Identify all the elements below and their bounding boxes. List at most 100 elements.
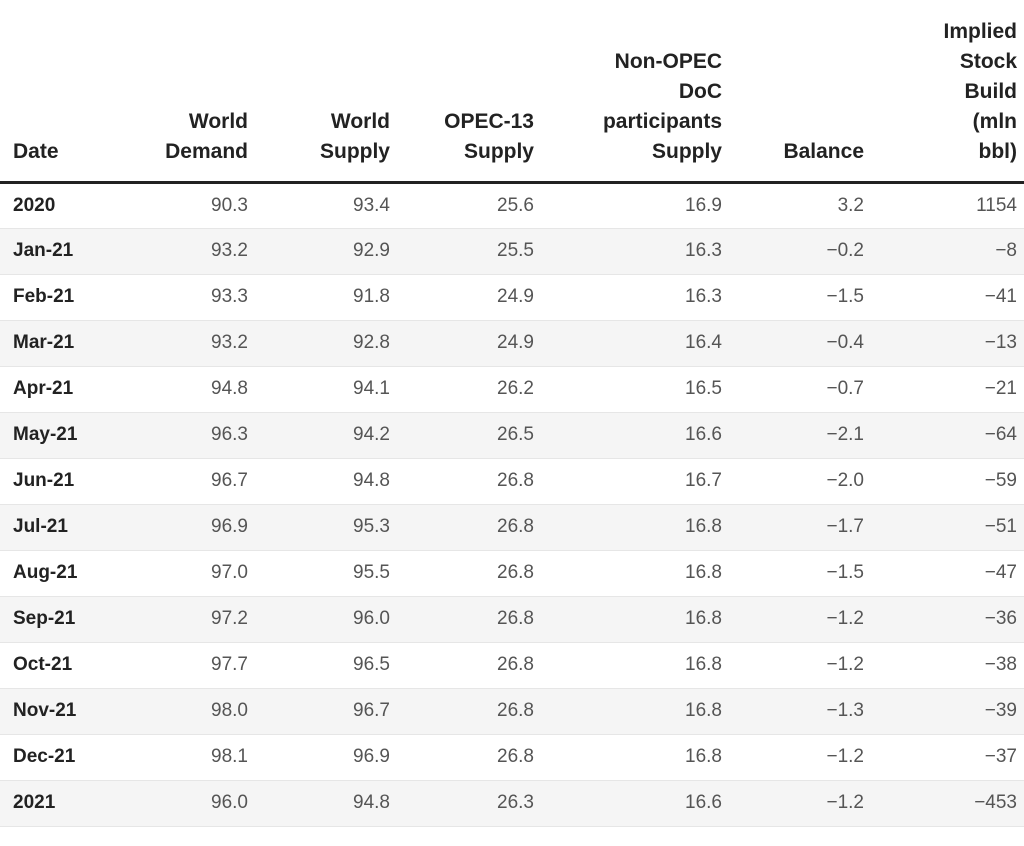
implied-stock-build-cell: 1154: [871, 182, 1024, 229]
table-row: Nov-21 98.0 96.7 26.8 16.8 −1.3 −39: [0, 688, 1024, 735]
table-row: Mar-21 93.2 92.8 24.9 16.4 −0.4 −13: [0, 320, 1024, 367]
world-demand-cell: 97.2: [121, 596, 255, 643]
implied-stock-build-cell: −37: [871, 734, 1024, 781]
date-cell: Aug-21: [0, 550, 121, 597]
non-opec-doc-supply-cell: 16.8: [541, 688, 729, 735]
non-opec-doc-supply-cell: 16.3: [541, 228, 729, 275]
opec-13-supply-cell: 26.5: [397, 412, 541, 459]
world-demand-cell: 97.7: [121, 642, 255, 689]
balance-cell: 3.2: [729, 182, 871, 229]
implied-stock-build-cell: −8: [871, 228, 1024, 275]
opec-13-supply-cell: 26.8: [397, 504, 541, 551]
non-opec-doc-supply-cell: 16.8: [541, 504, 729, 551]
date-cell: Dec-21: [0, 734, 121, 781]
date-cell: Feb-21: [0, 274, 121, 321]
opec-13-supply-cell: 25.6: [397, 182, 541, 229]
header-date: Date: [0, 0, 121, 184]
table-row: Feb-21 93.3 91.8 24.9 16.3 −1.5 −41: [0, 274, 1024, 321]
date-cell: Oct-21: [0, 642, 121, 689]
balance-cell: −1.7: [729, 504, 871, 551]
table-row: 2021 96.0 94.8 26.3 16.6 −1.2 −453: [0, 780, 1024, 827]
world-demand-cell: 98.1: [121, 734, 255, 781]
world-supply-cell: 94.8: [255, 780, 397, 827]
non-opec-doc-supply-cell: 16.6: [541, 780, 729, 827]
opec-13-supply-cell: 26.8: [397, 550, 541, 597]
opec-13-supply-cell: 26.8: [397, 734, 541, 781]
table-row: Oct-21 97.7 96.5 26.8 16.8 −1.2 −38: [0, 642, 1024, 689]
world-supply-cell: 91.8: [255, 274, 397, 321]
date-cell: Nov-21: [0, 688, 121, 735]
header-world-demand: World Demand: [121, 0, 255, 184]
non-opec-doc-supply-cell: 16.4: [541, 320, 729, 367]
date-cell: Jan-21: [0, 228, 121, 275]
balance-cell: −2.0: [729, 458, 871, 505]
non-opec-doc-supply-cell: 16.6: [541, 412, 729, 459]
world-demand-cell: 94.8: [121, 366, 255, 413]
opec-13-supply-cell: 26.8: [397, 642, 541, 689]
balance-cell: −0.4: [729, 320, 871, 367]
table-row: Jul-21 96.9 95.3 26.8 16.8 −1.7 −51: [0, 504, 1024, 551]
balance-cell: −0.7: [729, 366, 871, 413]
balance-cell: −0.2: [729, 228, 871, 275]
world-demand-cell: 93.3: [121, 274, 255, 321]
header-world-supply: World Supply: [255, 0, 397, 184]
world-supply-cell: 95.5: [255, 550, 397, 597]
balance-cell: −1.5: [729, 274, 871, 321]
balance-cell: −1.3: [729, 688, 871, 735]
date-cell: Apr-21: [0, 366, 121, 413]
implied-stock-build-cell: −51: [871, 504, 1024, 551]
balance-cell: −2.1: [729, 412, 871, 459]
world-supply-cell: 93.4: [255, 182, 397, 229]
non-opec-doc-supply-cell: 16.8: [541, 642, 729, 689]
implied-stock-build-cell: −47: [871, 550, 1024, 597]
date-cell: Mar-21: [0, 320, 121, 367]
opec-13-supply-cell: 24.9: [397, 320, 541, 367]
world-demand-cell: 97.0: [121, 550, 255, 597]
non-opec-doc-supply-cell: 16.7: [541, 458, 729, 505]
world-supply-cell: 95.3: [255, 504, 397, 551]
non-opec-doc-supply-cell: 16.9: [541, 182, 729, 229]
table-row: Aug-21 97.0 95.5 26.8 16.8 −1.5 −47: [0, 550, 1024, 597]
implied-stock-build-cell: −36: [871, 596, 1024, 643]
opec-13-supply-cell: 26.8: [397, 688, 541, 735]
world-demand-cell: 96.9: [121, 504, 255, 551]
opec-13-supply-cell: 26.3: [397, 780, 541, 827]
oil-balance-table: Date World Demand World Supply OPEC-13 S…: [0, 0, 1024, 827]
non-opec-doc-supply-cell: 16.8: [541, 734, 729, 781]
non-opec-doc-supply-cell: 16.8: [541, 550, 729, 597]
date-cell: Sep-21: [0, 596, 121, 643]
header-non-opec-doc-supply: Non-OPEC DoC participants Supply: [541, 0, 729, 184]
table-body: 2020 90.3 93.4 25.6 16.9 3.2 1154 Jan-21 93.2 92.…: [0, 182, 1024, 827]
date-cell: Jul-21: [0, 504, 121, 551]
table-row: Dec-21 98.1 96.9 26.8 16.8 −1.2 −37: [0, 734, 1024, 781]
balance-cell: −1.2: [729, 596, 871, 643]
non-opec-doc-supply-cell: 16.5: [541, 366, 729, 413]
world-supply-cell: 96.9: [255, 734, 397, 781]
non-opec-doc-supply-cell: 16.8: [541, 596, 729, 643]
world-supply-cell: 96.0: [255, 596, 397, 643]
implied-stock-build-cell: −39: [871, 688, 1024, 735]
world-demand-cell: 96.0: [121, 780, 255, 827]
implied-stock-build-cell: −21: [871, 366, 1024, 413]
opec-13-supply-cell: 26.8: [397, 596, 541, 643]
table-row: Apr-21 94.8 94.1 26.2 16.5 −0.7 −21: [0, 366, 1024, 413]
implied-stock-build-cell: −13: [871, 320, 1024, 367]
opec-13-supply-cell: 26.2: [397, 366, 541, 413]
opec-13-supply-cell: 25.5: [397, 228, 541, 275]
non-opec-doc-supply-cell: 16.3: [541, 274, 729, 321]
date-cell: Jun-21: [0, 458, 121, 505]
world-demand-cell: 96.7: [121, 458, 255, 505]
date-cell: 2020: [0, 182, 121, 229]
header-balance: Balance: [729, 0, 871, 184]
opec-13-supply-cell: 24.9: [397, 274, 541, 321]
world-supply-cell: 96.5: [255, 642, 397, 689]
world-supply-cell: 94.8: [255, 458, 397, 505]
world-supply-cell: 96.7: [255, 688, 397, 735]
implied-stock-build-cell: −59: [871, 458, 1024, 505]
date-cell: 2021: [0, 780, 121, 827]
world-supply-cell: 92.9: [255, 228, 397, 275]
balance-cell: −1.2: [729, 780, 871, 827]
table-header: Date World Demand World Supply OPEC-13 S…: [0, 0, 1024, 184]
table-row: Sep-21 97.2 96.0 26.8 16.8 −1.2 −36: [0, 596, 1024, 643]
balance-cell: −1.2: [729, 734, 871, 781]
